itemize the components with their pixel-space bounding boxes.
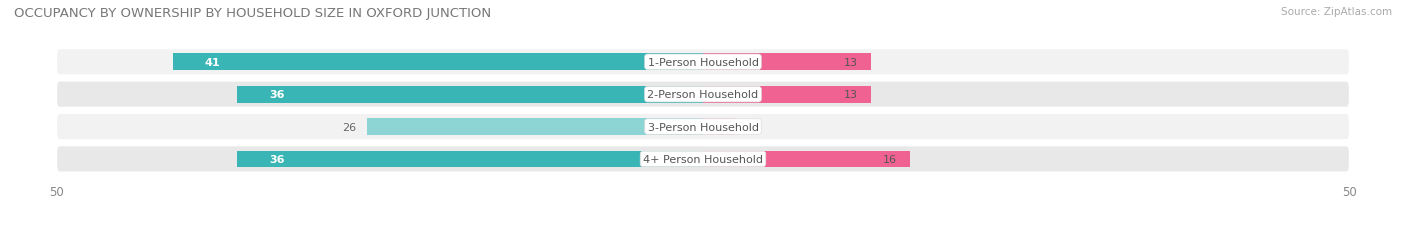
Text: 13: 13 (844, 58, 858, 67)
Bar (703, 54, 872, 71)
Text: 13: 13 (844, 90, 858, 100)
Bar (173, 54, 703, 71)
Text: 16: 16 (883, 154, 897, 164)
Bar (703, 119, 735, 135)
Text: 4+ Person Household: 4+ Person Household (643, 154, 763, 164)
Text: 41: 41 (205, 58, 221, 67)
Text: 3-Person Household: 3-Person Household (648, 122, 758, 132)
FancyBboxPatch shape (56, 81, 1350, 108)
Text: 36: 36 (270, 90, 285, 100)
Text: 2-Person Household: 2-Person Household (647, 90, 759, 100)
FancyBboxPatch shape (56, 49, 1350, 76)
Text: Source: ZipAtlas.com: Source: ZipAtlas.com (1281, 7, 1392, 17)
Text: 36: 36 (270, 154, 285, 164)
Text: 1-Person Household: 1-Person Household (648, 58, 758, 67)
Text: 0: 0 (745, 122, 752, 132)
Text: OCCUPANCY BY OWNERSHIP BY HOUSEHOLD SIZE IN OXFORD JUNCTION: OCCUPANCY BY OWNERSHIP BY HOUSEHOLD SIZE… (14, 7, 491, 20)
Text: 26: 26 (342, 122, 356, 132)
Bar (703, 151, 910, 168)
Bar (367, 119, 703, 135)
Bar (703, 86, 872, 103)
FancyBboxPatch shape (56, 146, 1350, 173)
Bar (238, 151, 703, 168)
FancyBboxPatch shape (56, 113, 1350, 140)
Bar (238, 86, 703, 103)
